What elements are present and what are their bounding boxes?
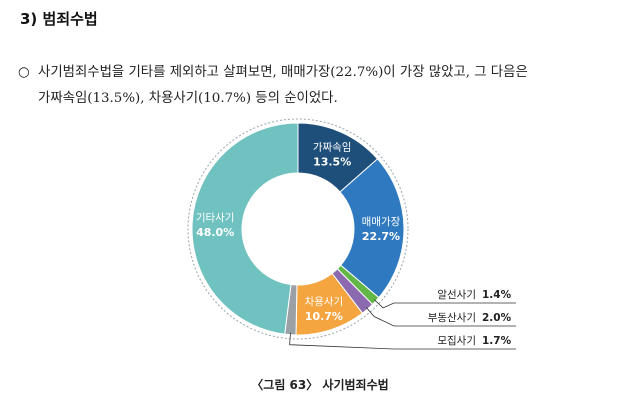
bullet-symbol: ○ — [18, 65, 30, 80]
slice-알선사기-value-label: 1.4% — [482, 289, 512, 301]
summary-paragraph: ○ 사기범죄수법을 기타를 제외하고 살펴보면, 매매가장(22.7%)이 가장 … — [18, 60, 608, 112]
slice-부동산사기-leader-line — [365, 307, 516, 327]
slice-기타사기 — [191, 122, 299, 335]
slice-가짜속임-value-label: 13.5% — [313, 155, 351, 168]
slice-기타사기-name-label: 기타사기 — [196, 212, 235, 224]
slice-알선사기-name-label: 알선사기 — [437, 289, 476, 301]
slice-차용사기-value-label: 10.7% — [305, 310, 343, 323]
paragraph-line-2: 가짜속임(13.5%), 차용사기(10.7%) 등의 순이었다. — [38, 91, 338, 106]
slice-모집사기-value-label: 1.7% — [482, 335, 512, 347]
slice-매매가장-value-label: 22.7% — [362, 230, 400, 243]
slice-부동산사기-name-label: 부동산사기 — [428, 312, 476, 324]
slice-차용사기-name-label: 차용사기 — [305, 296, 344, 308]
slice-매매가장 — [339, 158, 405, 299]
slice-가짜속임-name-label: 가짜속임 — [313, 140, 352, 153]
slice-기타사기-value-label: 48.0% — [196, 226, 234, 239]
slice-부동산사기-value-label: 2.0% — [482, 312, 512, 324]
slice-모집사기-leader-line — [289, 332, 516, 350]
figure-caption: 〈그림 63〉 사기범죄수법 — [251, 378, 389, 392]
section-title: 3) 범죄수법 — [20, 10, 98, 28]
paragraph-line-1: 사기범죄수법을 기타를 제외하고 살펴보면, 매매가장(22.7%)이 가장 많… — [38, 65, 528, 80]
outer-dashed-ring — [187, 118, 409, 340]
slice-매매가장-name-label: 매매가장 — [362, 216, 401, 228]
slice-알선사기-leader-line — [373, 299, 516, 309]
slice-모집사기-name-label: 모집사기 — [437, 335, 476, 347]
